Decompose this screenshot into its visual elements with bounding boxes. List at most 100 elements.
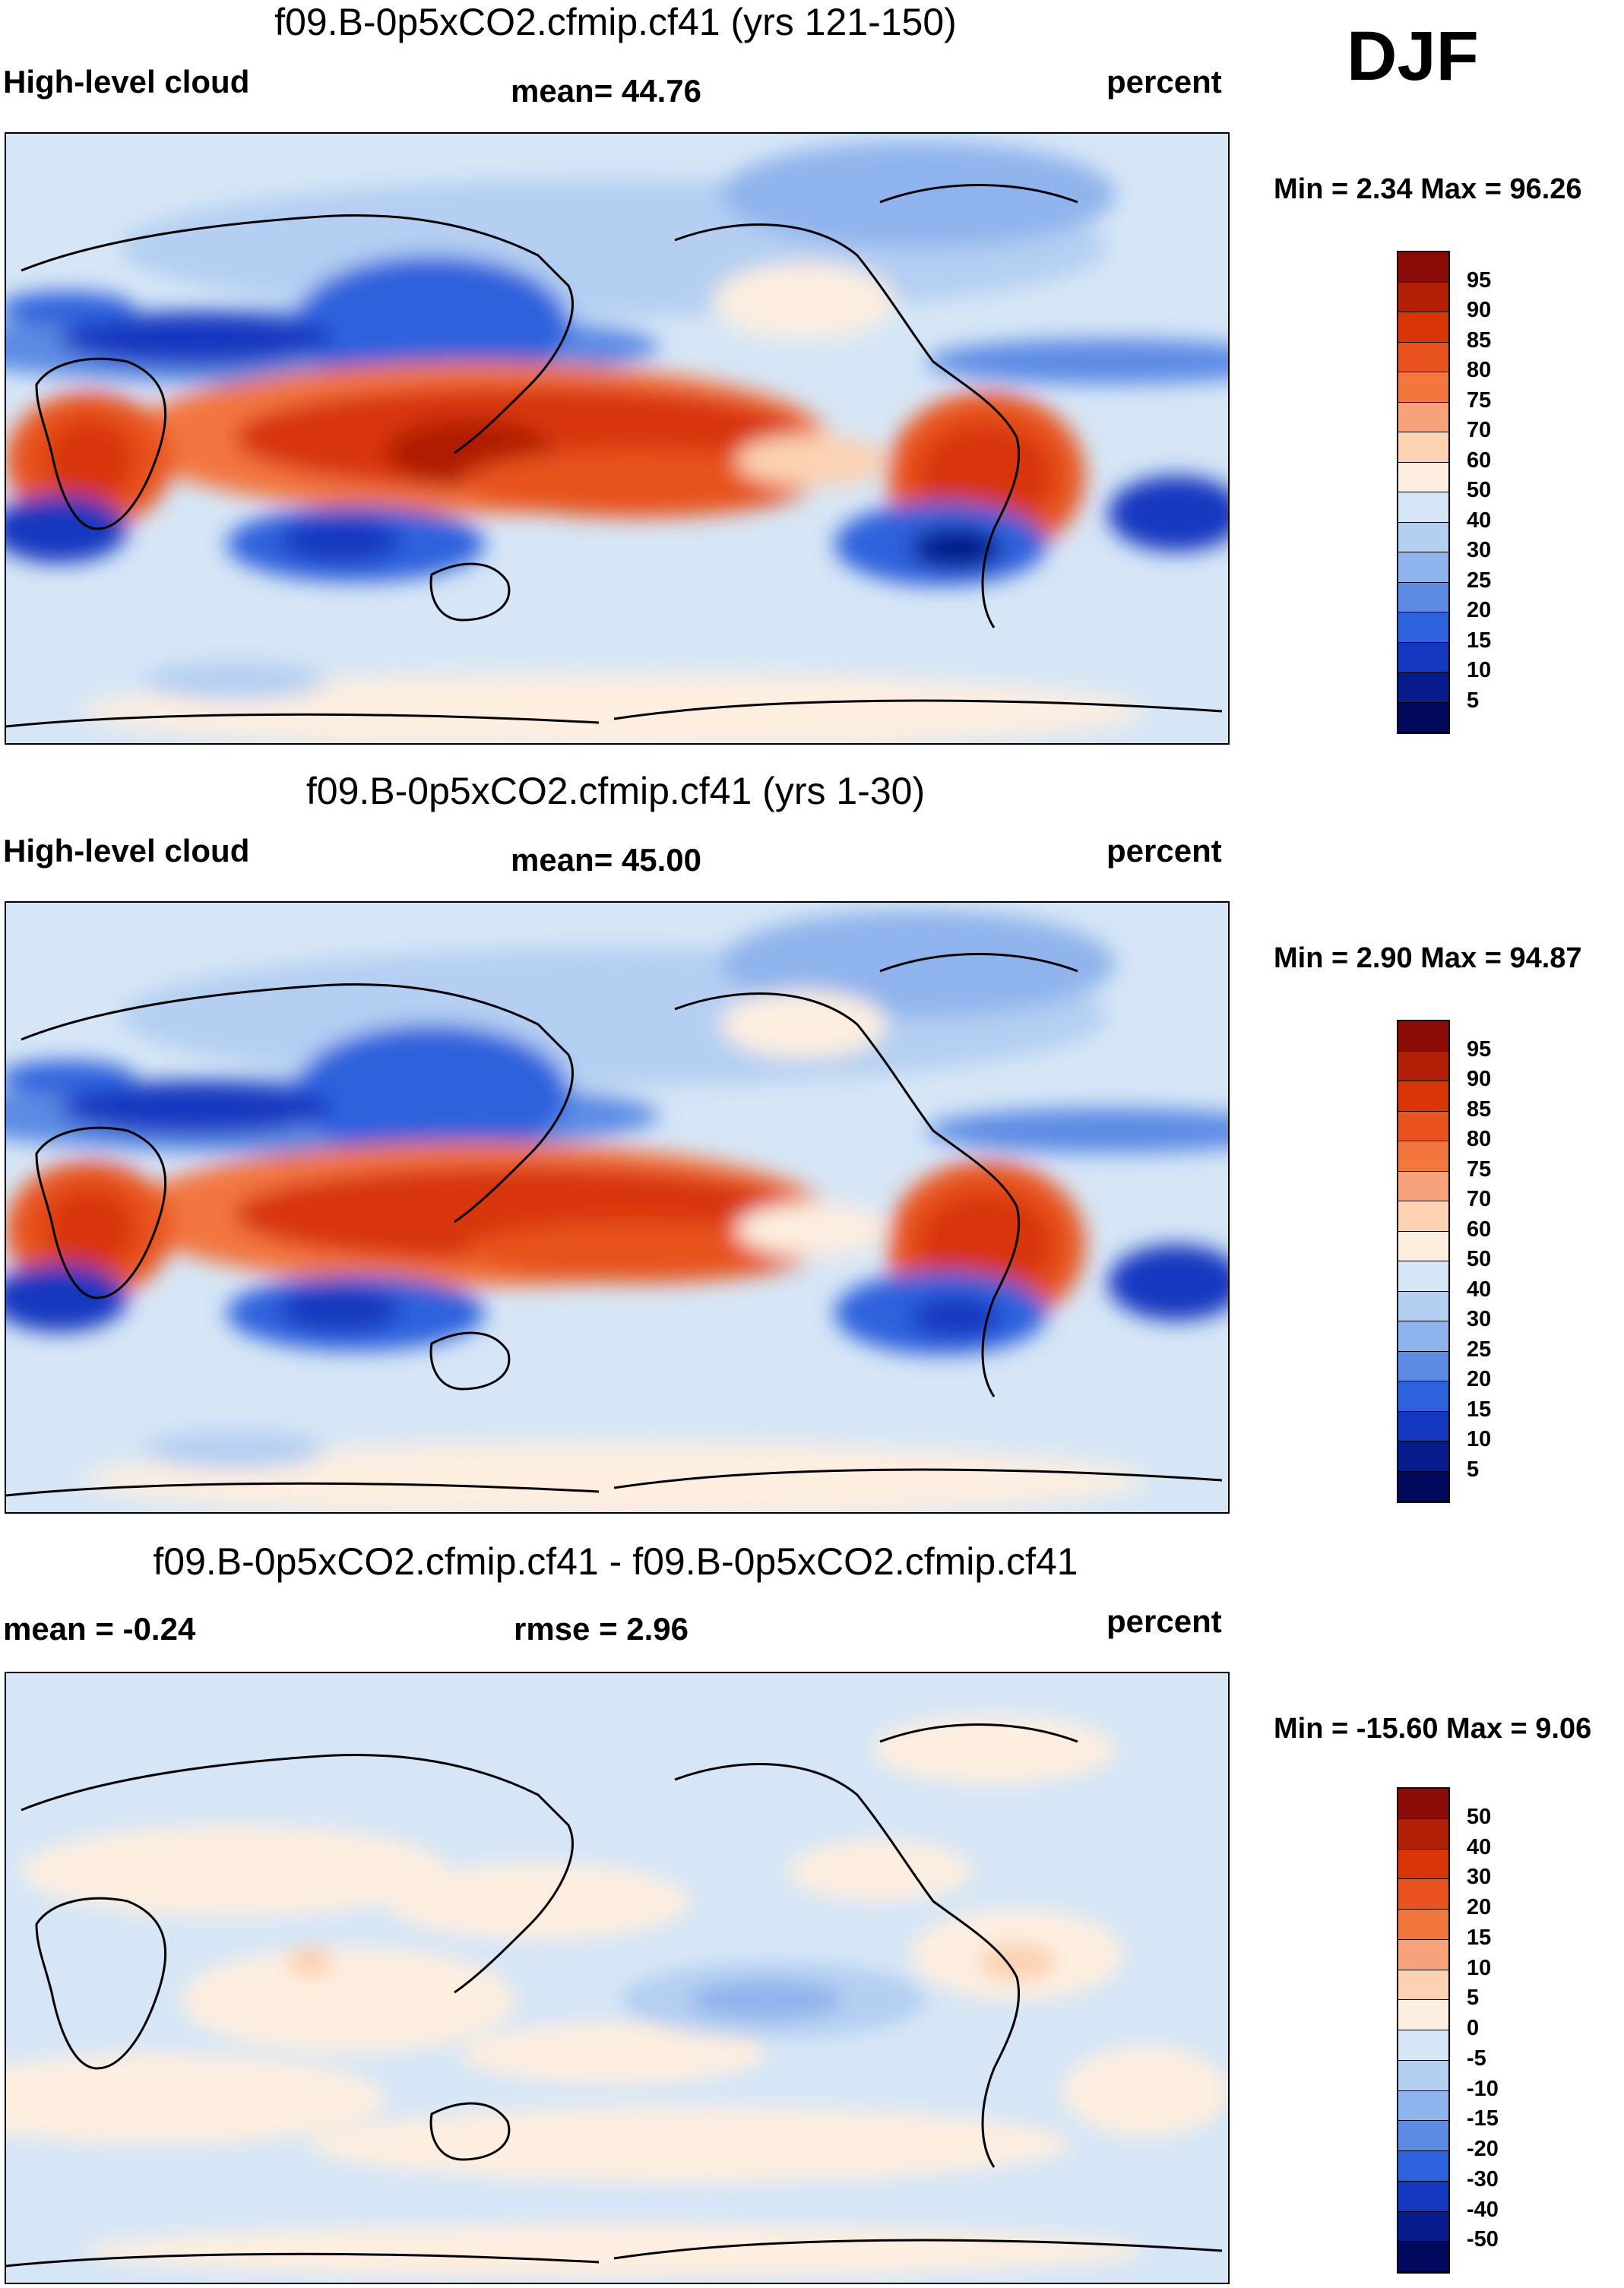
panel-3-colorbar-swatch (1398, 2211, 1448, 2242)
panel-2-colorbar-label: 75 (1467, 1157, 1492, 1182)
panel-1-colorbar-swatch (1398, 402, 1448, 432)
panel-1-colorbar-label: 10 (1467, 658, 1492, 682)
panel-3-colorbar-label: 50 (1467, 1804, 1492, 1829)
panel-3-colorbar-label: 15 (1467, 1925, 1492, 1950)
panel-3-colorbar-swatch (1398, 2030, 1448, 2061)
panel-2-left-label: High-level cloud (3, 833, 250, 869)
panel-2-colorbar-swatch (1398, 1231, 1448, 1261)
panel-2-minmax: Min = 2.90 Max = 94.87 (1274, 942, 1582, 974)
panel-2-colorbar-swatch (1398, 1291, 1448, 1321)
panel-1-colorbar-label: 25 (1467, 568, 1492, 593)
panel-3-colorbar (1397, 1787, 1450, 2274)
panel-2-mean-label: mean= 45.00 (511, 842, 702, 878)
panel-1-colorbar-swatch (1398, 522, 1448, 552)
panel-3-colorbar-label: 10 (1467, 1955, 1492, 1980)
panel-1-title: f09.B-0p5xCO2.cfmip.cf41 (yrs 121-150) (274, 1, 957, 43)
panel-2-colorbar-swatch (1398, 1021, 1448, 1052)
panel-1-mean-label: mean= 44.76 (511, 73, 702, 109)
panel-3-colorbar-swatch (1398, 2242, 1448, 2272)
panel-3-mean-label: mean = -0.24 (3, 1611, 196, 1647)
panel-1-colorbar-label: 75 (1467, 388, 1492, 413)
panel-2-colorbar-label: 30 (1467, 1307, 1492, 1331)
panel-1-colorbar-label: 95 (1467, 267, 1492, 293)
panel-2-colorbar-swatch (1398, 1261, 1448, 1292)
panel-2-colorbar-swatch (1398, 1411, 1448, 1441)
panel-1-colorbar-swatch (1398, 252, 1448, 283)
panel-1-minmax: Min = 2.34 Max = 96.26 (1274, 173, 1582, 205)
panel-2-colorbar-swatch (1398, 1171, 1448, 1201)
panel-2-colorbar-swatch (1398, 1441, 1448, 1472)
panel-2-colorbar-swatch (1398, 1111, 1448, 1141)
panel-1-colorbar-swatch (1398, 672, 1448, 703)
panel-3-colorbar-label: 20 (1467, 1895, 1492, 1919)
panel-1-colorbar-label: 40 (1467, 508, 1492, 533)
panel-3-map (5, 1672, 1230, 2284)
panel-3-colorbar-swatch (1398, 2181, 1448, 2212)
panel-3-colorbar-label: -30 (1467, 2166, 1499, 2191)
panel-3-colorbar-label: 0 (1467, 2016, 1480, 2040)
panel-3-colorbar-swatch (1398, 1970, 1448, 2001)
panel-3-colorbar-swatch (1398, 2151, 1448, 2182)
panel-2-map (5, 901, 1230, 1514)
panel-3-colorbar-label: -20 (1467, 2137, 1499, 2161)
panel-2-colorbar-swatch (1398, 1051, 1448, 1081)
panel-3-colorbar-swatch (1398, 2000, 1448, 2030)
panel-3-colorbar-labels: 50 40 30 20 15 10 5 0 -5 -10 -15 -20 -30… (1467, 1787, 1543, 2271)
panel-1-colorbar-swatch (1398, 282, 1448, 312)
panel-1-colorbar-label: 20 (1467, 598, 1492, 622)
panel-2-units-label: percent (1106, 833, 1222, 869)
panel-3-colorbar-swatch (1398, 1789, 1448, 1819)
panel-1-colorbar-label: 85 (1467, 328, 1492, 353)
panel-1-colorbar-label: 60 (1467, 448, 1492, 473)
panel-1-colorbar-swatch (1398, 582, 1448, 612)
panel-1-colorbar-swatch (1398, 612, 1448, 643)
panel-3-minmax: Min = -15.60 Max = 9.06 (1274, 1713, 1592, 1745)
panel-1-colorbar-swatch (1398, 342, 1448, 372)
panel-2-colorbar-label: 40 (1467, 1277, 1492, 1302)
panel-3-colorbar-label: -40 (1467, 2197, 1499, 2222)
panel-2-colorbar-swatch (1398, 1471, 1448, 1502)
panel-1-colorbar-label: 30 (1467, 538, 1492, 562)
panel-1-colorbar-swatch (1398, 462, 1448, 492)
panel-2-colorbar-swatch (1398, 1321, 1448, 1352)
panel-1-colorbar-label: 80 (1467, 358, 1492, 382)
panel-2-colorbar-label: 95 (1467, 1036, 1492, 1062)
panel-2-colorbar-swatch (1398, 1141, 1448, 1172)
panel-1-colorbar (1397, 251, 1450, 734)
panel-2-title: f09.B-0p5xCO2.cfmip.cf41 (yrs 1-30) (305, 770, 926, 812)
panel-2-colorbar-label: 50 (1467, 1247, 1492, 1271)
panel-2-colorbar-label: 85 (1467, 1097, 1492, 1122)
panel-2-colorbar-label: 70 (1467, 1187, 1492, 1211)
panel-3-colorbar-swatch (1398, 1879, 1448, 1910)
panel-1-colorbar-swatch (1398, 432, 1448, 463)
panel-2-colorbar-label: 20 (1467, 1367, 1492, 1391)
panel-1-colorbar-label: 90 (1467, 298, 1492, 322)
panel-3-colorbar-swatch (1398, 2121, 1448, 2151)
panel-1-left-label: High-level cloud (3, 64, 250, 100)
panel-3-colorbar-swatch (1398, 1849, 1448, 1880)
panel-1-colorbar-label: 70 (1467, 418, 1492, 442)
panel-1-colorbar-swatch (1398, 552, 1448, 583)
panel-2-colorbar-label: 90 (1467, 1067, 1492, 1091)
panel-3-colorbar-label: -10 (1467, 2076, 1499, 2101)
panel-3-colorbar-label: 40 (1467, 1834, 1492, 1859)
panel-3-colorbar-swatch (1398, 1939, 1448, 1970)
panel-2-colorbar (1397, 1020, 1450, 1503)
panel-3-title: f09.B-0p5xCO2.cfmip.cf41 - f09.B-0p5xCO2… (153, 1540, 1078, 1583)
panel-1-colorbar-swatch (1398, 372, 1448, 403)
panel-3-colorbar-swatch (1398, 2090, 1448, 2122)
panel-2-colorbar-swatch (1398, 1201, 1448, 1232)
panel-1-colorbar-label: 50 (1467, 478, 1492, 502)
panel-1-colorbar-swatch (1398, 642, 1448, 672)
panel-3-colorbar-label: -50 (1467, 2227, 1499, 2252)
panel-3-colorbar-swatch (1398, 2060, 1448, 2091)
panel-1-colorbar-swatch (1398, 702, 1448, 733)
panel-3-colorbar-label: -5 (1467, 2046, 1486, 2071)
panel-3-rmse-label: rmse = 2.96 (514, 1611, 689, 1647)
panel-3-colorbar-swatch (1398, 1910, 1448, 1940)
panel-2-colorbar-label: 60 (1467, 1217, 1492, 1242)
panel-1-colorbar-swatch (1398, 312, 1448, 343)
panel-1-colorbar-label: 15 (1467, 628, 1492, 653)
panel-2-colorbar-swatch (1398, 1351, 1448, 1381)
panel-2-colorbar-label: 15 (1467, 1397, 1492, 1422)
